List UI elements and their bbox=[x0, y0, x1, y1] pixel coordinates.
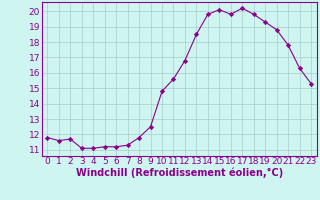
X-axis label: Windchill (Refroidissement éolien,°C): Windchill (Refroidissement éolien,°C) bbox=[76, 168, 283, 178]
